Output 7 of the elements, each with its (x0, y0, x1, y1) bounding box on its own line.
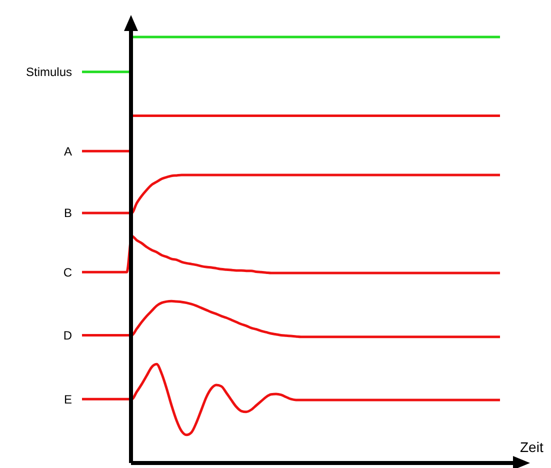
series-label: Stimulus (26, 65, 72, 80)
series-label: C (63, 265, 72, 280)
series-label: D (63, 328, 72, 342)
series-label: E (64, 392, 72, 406)
series-label: A (64, 144, 72, 158)
x-axis-title: Zeit (520, 439, 544, 455)
series-label: B (64, 206, 72, 220)
